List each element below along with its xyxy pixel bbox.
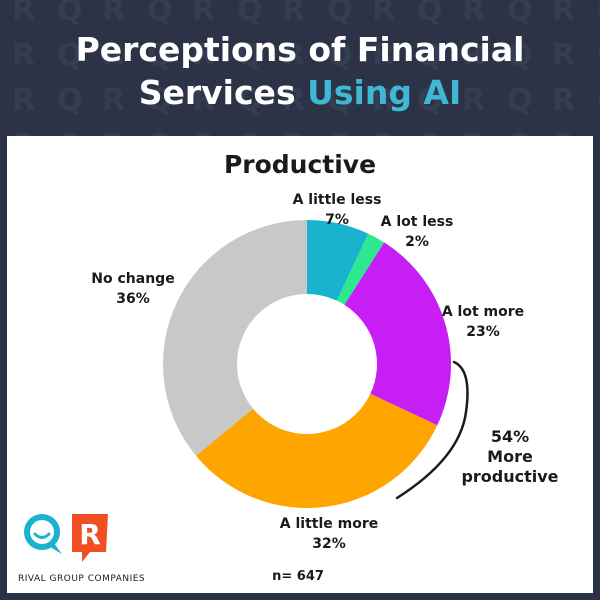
pattern-glyph: R bbox=[372, 83, 395, 118]
pattern-glyph: Q bbox=[507, 0, 533, 28]
pattern-glyph: Q bbox=[147, 83, 173, 118]
rival-logo: R bbox=[24, 514, 108, 562]
pattern-glyph: Q bbox=[57, 0, 83, 28]
logo-letter: R bbox=[79, 518, 101, 551]
pattern-glyph: Q bbox=[327, 38, 353, 73]
pattern-glyph: Q bbox=[597, 128, 600, 140]
pattern-glyph: R bbox=[282, 38, 305, 73]
pattern-glyph: R bbox=[102, 83, 125, 118]
pattern-glyph: R bbox=[372, 38, 395, 73]
pattern-glyph: R bbox=[12, 83, 35, 118]
pattern-glyph: R bbox=[552, 83, 575, 118]
annotation-value: 54% bbox=[491, 427, 529, 446]
pattern-glyph: Q bbox=[147, 0, 173, 28]
pattern-glyph: R bbox=[192, 83, 215, 118]
slice-a-lot-more bbox=[344, 242, 452, 426]
pattern-glyph: Q bbox=[147, 38, 173, 73]
pattern-glyph: R bbox=[192, 0, 215, 28]
pattern-glyph: Q bbox=[237, 38, 263, 73]
page-title-line2: Services Using AI bbox=[0, 73, 600, 113]
pattern-glyph: R bbox=[102, 0, 125, 28]
pattern-glyph: R bbox=[282, 83, 305, 118]
slice-value-label: 2% bbox=[405, 234, 429, 250]
slice-label: A little more bbox=[280, 516, 378, 532]
r-badge-icon: R bbox=[72, 514, 108, 562]
pattern-glyph: Q bbox=[417, 38, 443, 73]
slice-a-little-more bbox=[196, 393, 438, 508]
pattern-glyph: Q bbox=[597, 83, 600, 118]
pattern-glyph: R bbox=[552, 38, 575, 73]
slice-a-little-less bbox=[307, 220, 369, 301]
slice-label: A lot more bbox=[442, 304, 524, 320]
slice-label: A little less bbox=[293, 192, 382, 208]
pattern-glyph: Q bbox=[507, 38, 533, 73]
pattern-glyph: Q bbox=[57, 83, 83, 118]
sample-size: n= 647 bbox=[272, 569, 324, 584]
title-accent: Using AI bbox=[307, 73, 462, 112]
annotation-bracket bbox=[395, 360, 469, 500]
pattern-glyph: Q bbox=[237, 0, 263, 28]
pattern-glyph: R bbox=[462, 0, 485, 28]
pattern-glyph: R bbox=[282, 0, 305, 28]
pattern-glyph: Q bbox=[597, 38, 600, 73]
pattern-glyph: R bbox=[12, 0, 35, 28]
pattern-glyph: R bbox=[12, 38, 35, 73]
pattern-glyph: R bbox=[462, 38, 485, 73]
chat-bubble-icon bbox=[24, 514, 62, 554]
pattern-glyph: Q bbox=[327, 0, 353, 28]
donut-slices bbox=[162, 220, 452, 508]
slice-value-label: 23% bbox=[466, 324, 500, 340]
pattern-glyph: Q bbox=[57, 38, 83, 73]
slice-value-label: 7% bbox=[325, 212, 349, 228]
title-prefix: Services bbox=[138, 73, 308, 112]
pattern-glyph: R bbox=[192, 38, 215, 73]
pattern-glyph: Q bbox=[327, 83, 353, 118]
pattern-glyph: Q bbox=[507, 83, 533, 118]
annotation-line3: productive bbox=[461, 467, 558, 486]
slice-labels: A little less 7% A lot less 2% A lot more 23%… bbox=[91, 192, 524, 552]
pattern-glyph: Q bbox=[597, 0, 600, 28]
slice-a-lot-less bbox=[336, 233, 385, 305]
slice-value-label: 36% bbox=[116, 291, 150, 307]
pattern-glyph: R bbox=[552, 0, 575, 28]
slice-label: A lot less bbox=[381, 214, 454, 230]
pattern-glyph: R bbox=[102, 38, 125, 73]
chart-title: Productive bbox=[224, 150, 376, 179]
background-pattern: RQRQRQRQRQRQRQRQRQRQRQRQRQRQRQRQRQRQRQRQ… bbox=[12, 0, 600, 140]
pattern-glyph: R bbox=[372, 0, 395, 28]
annotation-line2: More bbox=[487, 447, 533, 466]
company-name: RIVAL GROUP COMPANIES bbox=[18, 574, 146, 584]
slice-no-change bbox=[162, 220, 307, 456]
pattern-glyph: R bbox=[462, 83, 485, 118]
slice-label: No change bbox=[91, 271, 174, 287]
pattern-glyph: Q bbox=[237, 83, 263, 118]
page-title-line1: Perceptions of Financial bbox=[75, 30, 525, 69]
slice-value-label: 32% bbox=[312, 536, 346, 552]
pattern-glyph: Q bbox=[417, 83, 443, 118]
pattern-glyph: Q bbox=[417, 0, 443, 28]
